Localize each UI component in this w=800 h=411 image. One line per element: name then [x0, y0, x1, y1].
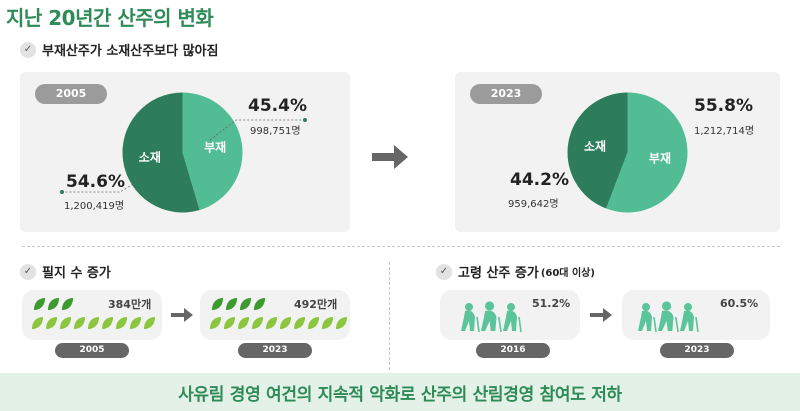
resident-percent-2023: 44.2% [510, 170, 569, 190]
resident-count-2023: 959,642명 [508, 199, 559, 210]
absent-count-2005: 998,751명 [250, 126, 301, 137]
vertical-divider [389, 262, 390, 370]
year-badge-2005: 2005 [35, 84, 107, 104]
cane [653, 316, 657, 333]
parcels-box-2005 [22, 290, 162, 340]
banner-text: 사유림 경영 여건의 지속적 악화로 산주의 산림경영 참여도 저하 [178, 384, 622, 405]
leaf-icon [238, 317, 249, 329]
aging-year-2023: 2023 [660, 343, 734, 358]
leaf-icon [116, 317, 127, 329]
leaf-icon [48, 298, 59, 310]
absent-percent-2005: 45.4% [248, 96, 307, 116]
leaf-icon [308, 317, 319, 329]
section-aging-label: 고령 산주 증가 [458, 266, 539, 281]
person-body [481, 310, 497, 331]
leaf-icon [46, 317, 57, 329]
leaf-icon [226, 298, 237, 310]
leaf-icon [62, 298, 73, 310]
person-head [485, 301, 495, 311]
leaf-icon [144, 317, 155, 329]
horizontal-divider [22, 246, 780, 247]
person-body [461, 310, 475, 331]
cane [476, 316, 480, 333]
resident-percent-2005: 54.6% [66, 172, 125, 192]
page-title: 지난 20년간 산주의 변화 [6, 6, 214, 30]
leaf-icon [252, 317, 263, 329]
aging-value-2016: 51.2% [532, 297, 571, 310]
cane [518, 316, 522, 333]
section-parcels-label: 필지 수 증가 [42, 266, 111, 281]
check-icon: ✓ [436, 263, 452, 280]
person-head [507, 303, 515, 311]
leaf-icon [34, 298, 45, 310]
leaf-icon [224, 317, 235, 329]
pie-slice-label: 소재 [139, 150, 161, 164]
leaf-icon [74, 317, 85, 329]
leaf-icon [32, 317, 43, 329]
pie-slice-resident [567, 92, 628, 209]
leaf-icon [210, 317, 221, 329]
leaf-icon [130, 317, 141, 329]
absent-count-2023: 1,212,714명 [694, 126, 755, 137]
section-parcels-heading: ✓ 필지 수 증가 [20, 262, 111, 281]
cane [695, 316, 699, 333]
leaf-icons-2005 [32, 298, 155, 329]
leaf-icon [266, 317, 277, 329]
check-icon: ✓ [20, 41, 36, 58]
person-body [680, 310, 694, 331]
parcels-box-2023 [200, 290, 350, 340]
person-head [684, 303, 692, 311]
cane [498, 316, 502, 333]
aging-value-2023: 60.5% [720, 297, 759, 310]
leaf-icon [280, 317, 291, 329]
person-body [638, 310, 652, 331]
parcels-value-2023: 492만개 [294, 298, 338, 311]
pie-slice-label: 소재 [584, 140, 606, 154]
parcels-year-2005: 2005 [55, 343, 129, 358]
pie-slice-label: 부재 [204, 141, 226, 155]
resident-count-2005: 1,200,419명 [64, 201, 125, 212]
pie-chart-2023: 부재 소재 [567, 92, 688, 213]
pie-slice-absent [606, 92, 688, 213]
check-icon: ✓ [20, 263, 36, 280]
section-ownership-label: 부재산주가 소재산주보다 많아짐 [42, 44, 219, 59]
pie-slice-absent [182, 92, 243, 211]
elderly-people-icon [461, 301, 522, 333]
leaf-icon [294, 317, 305, 329]
cane [675, 316, 679, 333]
pie-slice-resident [122, 92, 200, 213]
parcels-year-2023: 2023 [238, 343, 312, 358]
year-badge-2023: 2023 [470, 84, 542, 104]
aging-year-2016: 2016 [476, 343, 550, 358]
pie-slice-label: 부재 [649, 151, 671, 165]
section-aging-suffix: (60대 이상) [540, 268, 595, 279]
person-body [658, 310, 674, 331]
parcels-value-2005: 384만개 [108, 298, 152, 311]
leaf-icon [60, 317, 71, 329]
conclusion-banner: 사유림 경영 여건의 지속적 악화로 산주의 산림경영 참여도 저하 [0, 373, 800, 411]
person-head [642, 303, 650, 311]
leaf-icon [102, 317, 113, 329]
leaf-icon [322, 317, 333, 329]
absent-percent-2023: 55.8% [694, 96, 753, 116]
right-arrow-icon [171, 308, 193, 322]
leaf-icon [240, 298, 251, 310]
person-body [503, 310, 517, 331]
section-aging-heading: ✓ 고령 산주 증가 (60대 이상) [436, 262, 595, 281]
person-head [465, 303, 473, 311]
elderly-people-icon [638, 301, 699, 333]
leaf-icon [254, 298, 265, 310]
right-arrow-icon [372, 145, 408, 169]
leaf-icon [88, 317, 99, 329]
leaf-icons-2023 [210, 298, 347, 329]
section-ownership-heading: ✓ 부재산주가 소재산주보다 많아짐 [20, 40, 219, 59]
leaf-icon [336, 317, 347, 329]
person-head [662, 301, 672, 311]
right-arrow-icon [590, 308, 612, 322]
leaf-icon [212, 298, 223, 310]
